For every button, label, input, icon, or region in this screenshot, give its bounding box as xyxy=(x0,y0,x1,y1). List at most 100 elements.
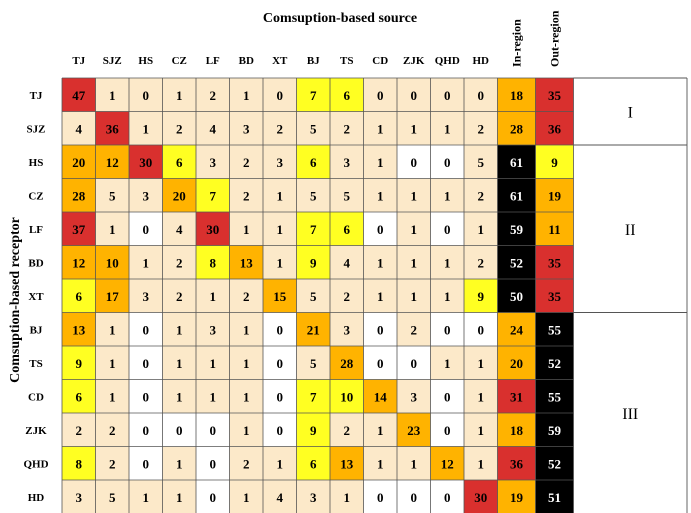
cell-value: 3 xyxy=(210,322,217,337)
cell-value: 0 xyxy=(377,356,384,371)
cell-value: 1 xyxy=(344,490,351,505)
cell-value: 2 xyxy=(176,121,183,136)
cell-value: 5 xyxy=(310,289,317,304)
summary-cell xyxy=(497,312,536,346)
cell-value: 2 xyxy=(478,255,485,270)
cell-value: 4 xyxy=(210,121,217,136)
cell-value: 1 xyxy=(143,490,150,505)
heatmap-cell xyxy=(363,413,397,447)
heatmap-cell xyxy=(196,212,230,246)
heatmap-cell xyxy=(162,379,196,413)
heatmap-cell xyxy=(95,379,129,413)
cell-value: 4 xyxy=(277,490,284,505)
summary-cell xyxy=(535,312,574,346)
heatmap-cell xyxy=(129,346,163,380)
summary-value: 24 xyxy=(510,322,524,337)
heatmap-cell xyxy=(263,111,297,145)
heatmap-cell xyxy=(162,78,196,112)
cell-value: 0 xyxy=(411,356,418,371)
heatmap-cell xyxy=(464,312,498,346)
cell-value: 1 xyxy=(411,222,418,237)
heatmap-cell xyxy=(397,145,431,179)
cell-value: 6 xyxy=(310,155,317,170)
summary-cell xyxy=(497,446,536,480)
cell-value: 2 xyxy=(344,289,351,304)
column-header-tj: TJ xyxy=(72,55,85,67)
heatmap-cell xyxy=(62,212,96,246)
cell-value: 5 xyxy=(478,155,485,170)
heatmap-cell xyxy=(196,413,230,447)
heatmap-cell xyxy=(229,178,263,212)
row-header-hs: HS xyxy=(29,157,44,169)
heatmap-cell xyxy=(397,78,431,112)
summary-cell xyxy=(497,346,536,380)
summary-value: 59 xyxy=(510,222,524,237)
cell-value: 1 xyxy=(377,255,384,270)
heatmap-cell xyxy=(263,245,297,279)
cell-value: 0 xyxy=(210,456,217,471)
cell-value: 1 xyxy=(377,188,384,203)
heatmap-cell xyxy=(363,145,397,179)
summary-cell xyxy=(497,78,536,112)
cell-value: 17 xyxy=(106,289,120,304)
cell-value: 5 xyxy=(310,356,317,371)
cell-value: 1 xyxy=(243,222,250,237)
heatmap-cell xyxy=(162,279,196,313)
summary-value: 31 xyxy=(510,389,523,404)
column-headers: TJ SJZ HS CZ LF BD XT BJ TS CD ZJK QHD HD xyxy=(72,55,489,67)
heatmap-cell xyxy=(196,279,230,313)
cell-value: 1 xyxy=(377,155,384,170)
cell-value: 12 xyxy=(441,456,454,471)
cell-value: 2 xyxy=(243,155,250,170)
heatmap-cell xyxy=(62,178,96,212)
heatmap-cell xyxy=(464,245,498,279)
column-header-lf: LF xyxy=(206,55,220,67)
heatmap-cell xyxy=(162,145,196,179)
heatmap-cell xyxy=(430,446,464,480)
cell-value: 0 xyxy=(478,88,485,103)
heatmap-cell xyxy=(296,145,330,179)
cell-value: 1 xyxy=(411,289,418,304)
heatmap-cell xyxy=(263,78,297,112)
column-header-cd: CD xyxy=(372,55,388,67)
cell-value: 1 xyxy=(176,322,183,337)
heatmap-cell xyxy=(196,145,230,179)
heatmap-cell xyxy=(263,212,297,246)
cell-value: 2 xyxy=(109,423,116,438)
heatmap-cell xyxy=(62,111,96,145)
cell-value: 1 xyxy=(243,389,250,404)
cell-value: 21 xyxy=(307,322,320,337)
cell-value: 9 xyxy=(478,289,485,304)
cell-value: 0 xyxy=(444,423,451,438)
heatmap-cell xyxy=(129,145,163,179)
cell-value: 0 xyxy=(411,490,418,505)
heatmap-cell xyxy=(363,78,397,112)
summary-cell xyxy=(535,379,574,413)
heatmap-cell xyxy=(397,480,431,513)
cell-value: 2 xyxy=(176,289,183,304)
region-group-label: III xyxy=(622,406,638,423)
cell-value: 1 xyxy=(277,255,284,270)
cell-value: 5 xyxy=(109,490,116,505)
summary-cell xyxy=(535,245,574,279)
cell-value: 1 xyxy=(176,456,183,471)
summary-cell xyxy=(497,379,536,413)
cell-value: 6 xyxy=(344,222,351,237)
row-header-sjz: SJZ xyxy=(27,123,46,135)
heatmap-cell xyxy=(95,446,129,480)
cell-value: 4 xyxy=(76,121,83,136)
heatmap-cell xyxy=(330,145,364,179)
summary-value: 55 xyxy=(548,389,562,404)
cell-value: 10 xyxy=(340,389,353,404)
row-header-zjk: ZJK xyxy=(25,425,47,437)
y-axis-label: Comsuption-based receptor xyxy=(8,217,23,383)
cell-value: 0 xyxy=(277,88,284,103)
heatmap-cell xyxy=(397,413,431,447)
heatmap-cell xyxy=(62,379,96,413)
heatmap-cell xyxy=(95,279,129,313)
heatmap-cell xyxy=(162,346,196,380)
summary-header-out-region: Out-region xyxy=(548,10,562,67)
cell-value: 12 xyxy=(72,255,85,270)
heatmap-cell xyxy=(464,212,498,246)
heatmap-cell xyxy=(229,279,263,313)
